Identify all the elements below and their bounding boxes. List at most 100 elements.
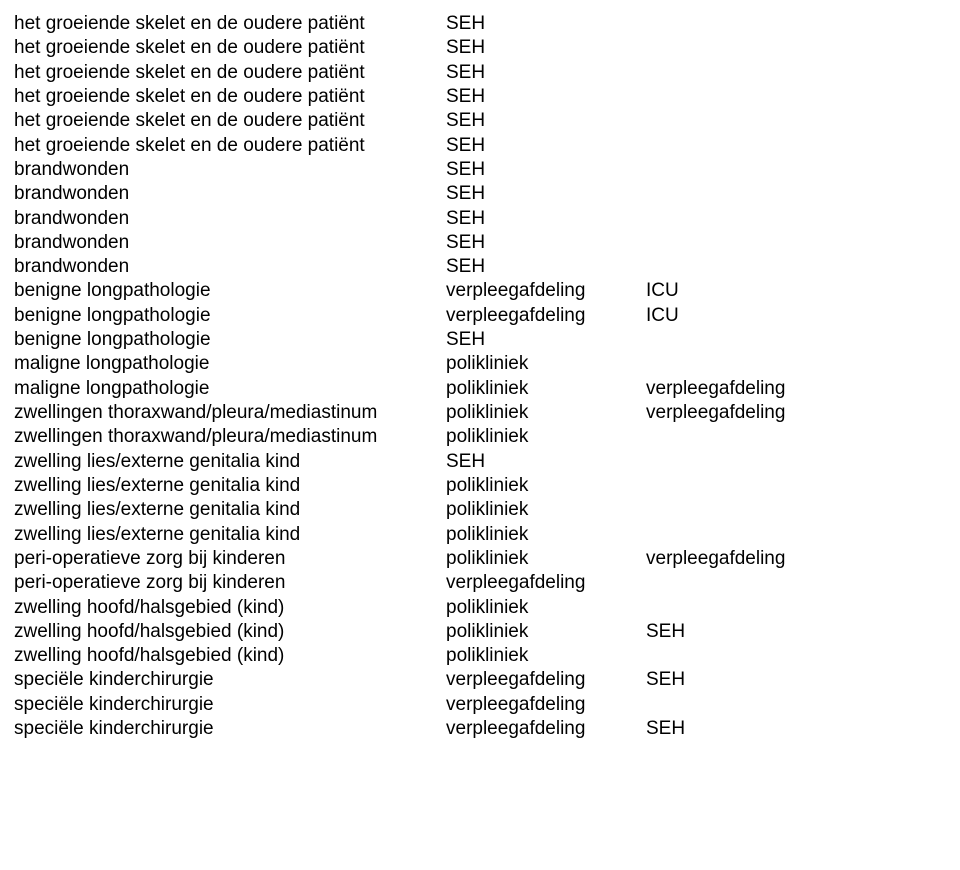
cell-topic: het groeiende skelet en de oudere patiën… <box>14 36 446 60</box>
cell-location-primary: verpleegafdeling <box>446 717 646 741</box>
cell-topic: benigne longpathologie <box>14 304 446 328</box>
cell-topic: brandwonden <box>14 158 446 182</box>
table-row: speciële kinderchirurgieverpleegafdeling… <box>14 668 948 692</box>
table-row: zwelling lies/externe genitalia kindpoli… <box>14 523 948 547</box>
cell-location-primary: SEH <box>446 85 646 109</box>
cell-topic: zwelling lies/externe genitalia kind <box>14 523 446 547</box>
cell-topic: benigne longpathologie <box>14 279 446 303</box>
cell-topic: zwelling hoofd/halsgebied (kind) <box>14 620 446 644</box>
cell-location-primary: SEH <box>446 12 646 36</box>
cell-location-secondary <box>646 231 948 255</box>
cell-topic: benigne longpathologie <box>14 328 446 352</box>
cell-topic: zwelling hoofd/halsgebied (kind) <box>14 596 446 620</box>
table-row: benigne longpathologieverpleegafdelingIC… <box>14 304 948 328</box>
cell-location-secondary: SEH <box>646 668 948 692</box>
cell-location-secondary <box>646 474 948 498</box>
cell-location-primary: polikliniek <box>446 644 646 668</box>
cell-location-secondary <box>646 498 948 522</box>
cell-location-primary: SEH <box>446 182 646 206</box>
cell-topic: speciële kinderchirurgie <box>14 717 446 741</box>
cell-location-secondary <box>646 182 948 206</box>
cell-topic: zwelling lies/externe genitalia kind <box>14 474 446 498</box>
cell-location-secondary <box>646 255 948 279</box>
cell-location-primary: SEH <box>446 255 646 279</box>
cell-location-primary: polikliniek <box>446 523 646 547</box>
document-page: het groeiende skelet en de oudere patiën… <box>0 0 960 753</box>
cell-location-secondary <box>646 352 948 376</box>
cell-location-secondary: verpleegafdeling <box>646 377 948 401</box>
cell-topic: zwelling hoofd/halsgebied (kind) <box>14 644 446 668</box>
table-row: het groeiende skelet en de oudere patiën… <box>14 12 948 36</box>
table-row: speciële kinderchirurgieverpleegafdeling… <box>14 717 948 741</box>
cell-location-primary: SEH <box>446 61 646 85</box>
table-body: het groeiende skelet en de oudere patiën… <box>14 12 948 741</box>
cell-topic: maligne longpathologie <box>14 377 446 401</box>
table-row: brandwondenSEH <box>14 182 948 206</box>
table-row: zwellingen thoraxwand/pleura/mediastinum… <box>14 425 948 449</box>
cell-location-primary: SEH <box>446 109 646 133</box>
cell-location-secondary: ICU <box>646 279 948 303</box>
table-row: het groeiende skelet en de oudere patiën… <box>14 109 948 133</box>
cell-location-primary: polikliniek <box>446 377 646 401</box>
cell-topic: het groeiende skelet en de oudere patiën… <box>14 12 446 36</box>
cell-location-primary: polikliniek <box>446 425 646 449</box>
cell-location-secondary: verpleegafdeling <box>646 401 948 425</box>
cell-location-primary: verpleegafdeling <box>446 571 646 595</box>
cell-topic: het groeiende skelet en de oudere patiën… <box>14 85 446 109</box>
table-row: zwelling hoofd/halsgebied (kind)poliklin… <box>14 644 948 668</box>
cell-location-primary: SEH <box>446 158 646 182</box>
cell-topic: speciële kinderchirurgie <box>14 668 446 692</box>
cell-location-primary: polikliniek <box>446 620 646 644</box>
cell-topic: zwellingen thoraxwand/pleura/mediastinum <box>14 401 446 425</box>
table-row: zwelling lies/externe genitalia kindpoli… <box>14 498 948 522</box>
table-row: maligne longpathologiepolikliniek <box>14 352 948 376</box>
cell-location-primary: polikliniek <box>446 474 646 498</box>
cell-location-primary: SEH <box>446 36 646 60</box>
cell-location-secondary <box>646 134 948 158</box>
table-row: het groeiende skelet en de oudere patiën… <box>14 134 948 158</box>
cell-location-secondary <box>646 450 948 474</box>
cell-location-secondary <box>646 644 948 668</box>
cell-topic: zwellingen thoraxwand/pleura/mediastinum <box>14 425 446 449</box>
cell-location-secondary <box>646 328 948 352</box>
cell-location-secondary: verpleegafdeling <box>646 547 948 571</box>
table-row: zwelling hoofd/halsgebied (kind)poliklin… <box>14 596 948 620</box>
cell-location-secondary <box>646 109 948 133</box>
cell-location-secondary <box>646 85 948 109</box>
cell-location-secondary <box>646 571 948 595</box>
cell-location-primary: polikliniek <box>446 352 646 376</box>
cell-location-primary: SEH <box>446 134 646 158</box>
table-row: benigne longpathologieverpleegafdelingIC… <box>14 279 948 303</box>
cell-topic: zwelling lies/externe genitalia kind <box>14 498 446 522</box>
cell-topic: brandwonden <box>14 255 446 279</box>
table-row: het groeiende skelet en de oudere patiën… <box>14 36 948 60</box>
cell-location-primary: verpleegafdeling <box>446 304 646 328</box>
table-row: peri-operatieve zorg bij kinderenverplee… <box>14 571 948 595</box>
table-row: zwelling lies/externe genitalia kindpoli… <box>14 474 948 498</box>
cell-topic: het groeiende skelet en de oudere patiën… <box>14 61 446 85</box>
cell-topic: peri-operatieve zorg bij kinderen <box>14 547 446 571</box>
cell-topic: speciële kinderchirurgie <box>14 693 446 717</box>
cell-location-primary: SEH <box>446 231 646 255</box>
table-row: brandwondenSEH <box>14 231 948 255</box>
cell-location-primary: verpleegafdeling <box>446 668 646 692</box>
table-row: benigne longpathologieSEH <box>14 328 948 352</box>
cell-topic: het groeiende skelet en de oudere patiën… <box>14 109 446 133</box>
table-row: brandwondenSEH <box>14 158 948 182</box>
cell-location-primary: polikliniek <box>446 498 646 522</box>
cell-location-secondary: ICU <box>646 304 948 328</box>
cell-location-secondary <box>646 596 948 620</box>
cell-location-secondary <box>646 207 948 231</box>
table-row: speciële kinderchirurgieverpleegafdeling <box>14 693 948 717</box>
cell-topic: brandwonden <box>14 182 446 206</box>
cell-topic: zwelling lies/externe genitalia kind <box>14 450 446 474</box>
table-row: brandwondenSEH <box>14 207 948 231</box>
table-row: zwellingen thoraxwand/pleura/mediastinum… <box>14 401 948 425</box>
cell-topic: brandwonden <box>14 207 446 231</box>
cell-location-secondary: SEH <box>646 717 948 741</box>
table-row: zwelling lies/externe genitalia kindSEH <box>14 450 948 474</box>
cell-location-primary: SEH <box>446 207 646 231</box>
cell-location-secondary <box>646 425 948 449</box>
cell-topic: brandwonden <box>14 231 446 255</box>
cell-location-primary: verpleegafdeling <box>446 693 646 717</box>
